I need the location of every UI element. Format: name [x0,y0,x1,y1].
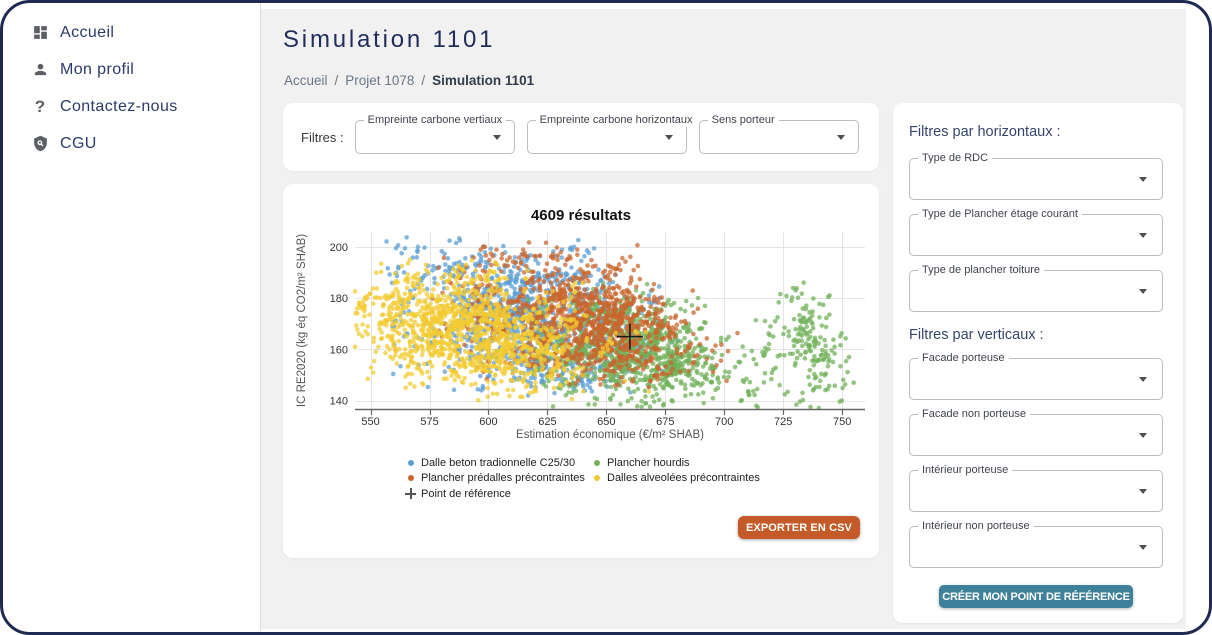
select-label: Facade non porteuse [918,408,1030,421]
select-interieur-porteuse[interactable]: Intérieur porteuse [909,464,1163,512]
chevron-down-icon [1139,489,1147,494]
page-title: Simulation 1101 [283,26,496,53]
chevron-down-icon [1139,233,1147,238]
breadcrumb-projet[interactable]: Projet 1078 [345,73,415,88]
legend-item-reference: Point de référence [405,487,511,500]
sidebar-item-label: Accueil [60,23,115,41]
legend-item: Dalle beton tradionnelle C25/30 [408,457,594,469]
vertical-filters-heading: Filtres par verticaux : [909,327,1044,343]
chart-legend: Dalle beton tradionnelle C25/30 Plancher… [405,455,760,502]
filters-label: Filtres : [301,129,344,145]
legend-marker-orange [408,475,414,481]
results-chart-card: 4609 résultats Dalle beton tradionnelle … [283,184,879,558]
legend-label: Dalles alveolées précontraintes [607,472,760,484]
chevron-down-icon [1139,377,1147,382]
policy-icon [31,135,49,153]
legend-item: Dalles alveolées précontraintes [594,472,760,484]
breadcrumb-separator: / [334,73,339,88]
right-filters-panel: Filtres par horizontaux : Type de RDC Ty… [893,103,1183,623]
select-empreinte-carbone-verticaux[interactable]: Empreinte carbone vertiaux [354,114,515,154]
sidebar-item-accueil[interactable]: Accueil [0,14,260,51]
chevron-down-icon [1139,433,1147,438]
sidebar-item-cgu[interactable]: CGU [0,125,260,162]
select-type-de-rdc[interactable]: Type de RDC [909,152,1163,200]
select-empreinte-carbone-horizontaux[interactable]: Empreinte carbone horizontaux [526,114,697,154]
question-icon: ? [34,96,46,116]
sidebar-item-label: Contactez-nous [60,97,178,115]
chevron-down-icon [836,135,845,140]
select-interieur-non-porteuse[interactable]: Intérieur non porteuse [909,520,1163,568]
plus-marker-icon [405,488,416,499]
select-label: Type de RDC [918,152,993,165]
select-facade-non-porteuse[interactable]: Facade non porteuse [909,408,1163,456]
filters-row: Filtres : Empreinte carbone vertiaux Emp… [283,103,879,171]
breadcrumb-accueil[interactable]: Accueil [284,73,328,88]
select-label: Intérieur porteuse [918,464,1013,477]
results-count-title: 4609 résultats [530,207,632,224]
dashboard-icon [31,24,49,42]
chevron-down-icon [1139,545,1147,550]
export-csv-button[interactable]: EXPORTER EN CSV [737,516,860,539]
select-type-plancher-toiture[interactable]: Type de plancher toiture [909,264,1163,312]
breadcrumb-separator: / [421,73,426,88]
legend-label: Point de référence [421,487,511,500]
select-type-plancher-etage-courant[interactable]: Type de Plancher étage courant [909,208,1163,256]
sidebar-nav: Accueil Mon profil ? Contactez-nous CGU [0,14,260,162]
legend-label: Plancher hourdis [607,456,690,469]
legend-item: Plancher hourdis [594,457,690,469]
select-label: Intérieur non porteuse [918,520,1034,533]
chevron-down-icon [664,135,673,140]
scatter-chart[interactable] [283,228,879,442]
select-label: Type de Plancher étage courant [918,208,1082,221]
sidebar-item-label: CGU [60,134,97,152]
horizontal-filters-heading: Filtres par horizontaux : [909,124,1061,140]
person-icon [31,61,49,79]
sidebar-item-contactez-nous[interactable]: ? Contactez-nous [0,88,260,125]
chevron-down-icon [1139,289,1147,294]
select-label: Empreinte carbone vertiaux [363,114,507,127]
select-sens-porteur[interactable]: Sens porteur [698,114,859,154]
sidebar-item-mon-profil[interactable]: Mon profil [0,51,260,88]
legend-marker-green [594,459,600,466]
filters-bar-card: Filtres : Empreinte carbone vertiaux Emp… [283,103,879,171]
select-label: Type de plancher toiture [918,264,1045,277]
breadcrumb-current: Simulation 1101 [432,73,535,88]
breadcrumb: Accueil / Projet 1078 / Simulation 1101 [284,73,534,88]
select-label: Empreinte carbone horizontaux [535,114,697,127]
legend-label: Dalle beton tradionnelle C25/30 [421,456,576,469]
select-label: Facade porteuse [918,352,1009,365]
sidebar: Accueil Mon profil ? Contactez-nous CGU [0,0,261,635]
legend-marker-yellow [594,475,600,481]
legend-marker-blue [408,459,414,466]
sidebar-item-label: Mon profil [60,60,135,78]
chevron-down-icon [1139,177,1147,182]
select-label: Sens porteur [707,114,779,127]
create-reference-point-button[interactable]: CRÉER MON POINT DE RÉFÉRENCE [939,585,1133,608]
select-facade-porteuse[interactable]: Facade porteuse [909,352,1163,400]
legend-item: Plancher prédalles précontraintes [408,472,594,484]
legend-label: Plancher prédalles précontraintes [421,472,585,484]
chevron-down-icon [492,135,501,140]
